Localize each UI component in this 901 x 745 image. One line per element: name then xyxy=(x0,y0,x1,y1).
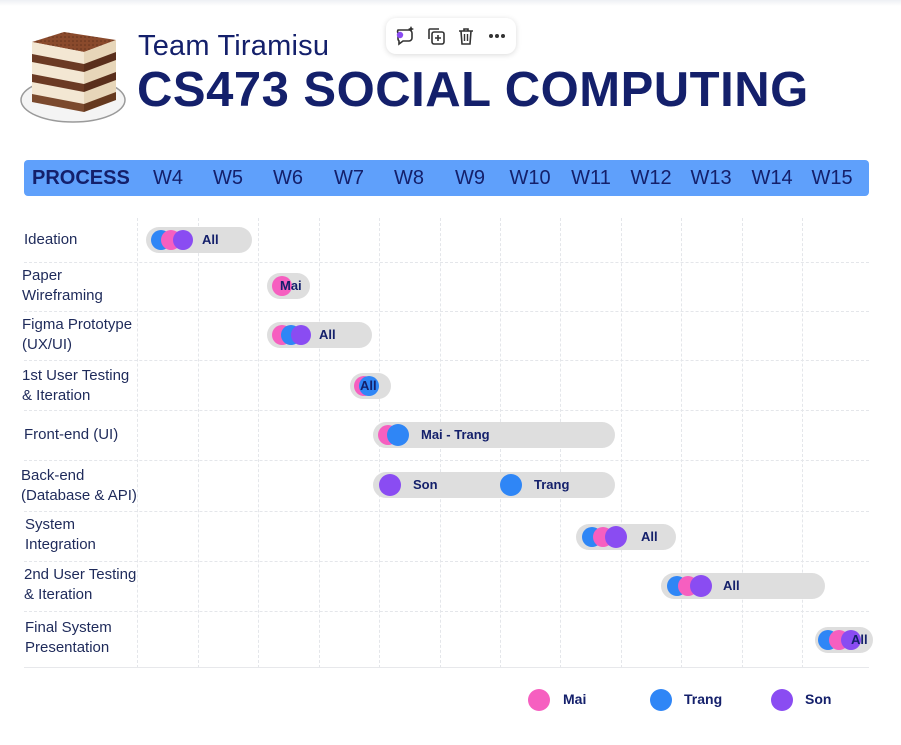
week-header: W10 xyxy=(509,167,551,189)
task-bar-ideation[interactable]: All xyxy=(146,227,252,253)
task-label-final-presentation: Final System Presentation xyxy=(25,619,112,656)
grid-column-line xyxy=(802,218,803,668)
assignee-label: Mai - Trang xyxy=(421,427,490,442)
task-bar-paper-wireframing[interactable]: Mai xyxy=(267,273,310,299)
week-header: W6 xyxy=(273,167,303,189)
grid-row-line xyxy=(24,561,869,562)
grid-row-line xyxy=(24,360,869,361)
avatar-son xyxy=(605,526,627,548)
legend-label-mai: Mai xyxy=(563,691,587,707)
task-label-front-end: Front-end (UI) xyxy=(24,426,119,443)
grid-column-line xyxy=(742,218,743,668)
week-header: W5 xyxy=(213,167,243,189)
team-subtitle: Team Tiramisu xyxy=(138,30,330,62)
task-label-paper-wireframing: Paper Wireframing xyxy=(22,267,103,304)
grid-row-line xyxy=(24,460,869,461)
assignee-label: All xyxy=(641,529,658,544)
task-bar-front-end[interactable]: Mai - Trang xyxy=(373,422,615,448)
legend-label-trang: Trang xyxy=(684,691,723,707)
grid-column-line xyxy=(319,218,320,668)
grid-row-line xyxy=(24,511,869,512)
avatar-son xyxy=(291,325,311,345)
avatar-trang xyxy=(359,376,379,396)
grid-column-line xyxy=(681,218,682,668)
assignee-label: All xyxy=(202,232,219,247)
grid-column-line xyxy=(621,218,622,668)
grid-row-line xyxy=(24,611,869,612)
avatar-son xyxy=(841,630,861,650)
legend-label-son: Son xyxy=(805,691,832,707)
week-header: W11 xyxy=(571,167,611,189)
grid-column-line xyxy=(198,218,199,668)
assignee-label: All xyxy=(851,632,868,647)
task-bar-back-end[interactable]: Son Trang xyxy=(373,472,615,498)
timeline-header: PROCESS W4 W5 W6 W7 W8 W9 W10 W11 W12 W1… xyxy=(24,160,869,196)
assignee-label-trang: Trang xyxy=(534,477,570,492)
week-header: W14 xyxy=(751,167,793,189)
grid-row-line xyxy=(24,311,869,312)
task-label-1st-user-testing: 1st User Testing & Iteration xyxy=(22,367,130,404)
week-header: W7 xyxy=(334,167,364,189)
assignee-label: All xyxy=(319,327,336,342)
task-label-ideation: Ideation xyxy=(24,231,78,248)
legend-dot-son xyxy=(771,689,793,711)
task-bar-2nd-user-testing[interactable]: All xyxy=(661,573,825,599)
legend-dot-mai xyxy=(528,689,550,711)
grid-column-line xyxy=(137,218,138,668)
task-bar-final-presentation[interactable]: All xyxy=(815,627,873,653)
avatar-son xyxy=(690,575,712,597)
task-label-figma-prototype: Figma Prototype (UX/UI) xyxy=(22,316,133,353)
assignee-label: All xyxy=(723,578,740,593)
avatar-son xyxy=(379,474,401,496)
page-title: CS473 SOCIAL COMPUTING xyxy=(137,63,809,117)
avatar-son xyxy=(173,230,193,250)
ai-comment-icon[interactable] xyxy=(392,23,418,49)
week-header: W15 xyxy=(811,167,853,189)
delete-icon[interactable] xyxy=(453,23,479,49)
legend-dot-trang xyxy=(650,689,672,711)
tiramisu-cake-image xyxy=(20,32,126,123)
assignee-label: Mai xyxy=(280,278,302,293)
grid-column-line xyxy=(258,218,259,668)
task-label-2nd-user-testing: 2nd User Testing & Iteration xyxy=(24,566,137,603)
task-label-system-integration: System Integration xyxy=(25,516,96,553)
avatar-mai xyxy=(272,276,292,296)
more-icon[interactable] xyxy=(484,23,510,49)
element-toolbar xyxy=(386,18,516,54)
week-header: W12 xyxy=(630,167,672,189)
avatar-trang xyxy=(387,424,409,446)
week-header: W4 xyxy=(153,167,183,189)
grid-row-line xyxy=(24,410,869,411)
week-header: W8 xyxy=(394,167,424,189)
task-bar-system-integration[interactable]: All xyxy=(576,524,676,550)
process-column-header: PROCESS xyxy=(32,167,130,189)
task-bar-1st-user-testing[interactable]: All xyxy=(350,373,391,399)
canvas-top-edge xyxy=(0,0,901,6)
grid-bottom-line xyxy=(24,667,869,668)
task-label-back-end: Back-end (Database & API) xyxy=(21,467,137,504)
assignee-label: All xyxy=(360,378,377,393)
duplicate-icon[interactable] xyxy=(423,23,449,49)
week-header: W9 xyxy=(455,167,485,189)
grid-row-line xyxy=(24,262,869,263)
task-bar-figma-prototype[interactable]: All xyxy=(267,322,372,348)
assignee-label-son: Son xyxy=(413,477,438,492)
avatar-trang xyxy=(500,474,522,496)
week-header: W13 xyxy=(690,167,732,189)
